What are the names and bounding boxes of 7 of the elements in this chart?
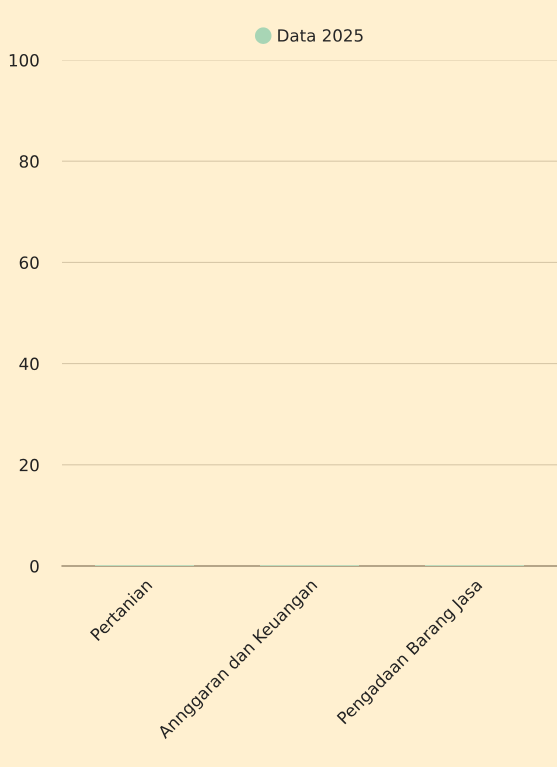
- y-tick-label: 0: [30, 560, 39, 573]
- y-tick-label: 60: [20, 256, 39, 269]
- y-tick-label: 80: [20, 155, 39, 168]
- legend-label: Data 2025: [278, 29, 363, 42]
- y-tick-label: 20: [20, 458, 39, 472]
- y-tick-label: 100: [10, 54, 39, 67]
- y-tick-label: 40: [19, 358, 39, 370]
